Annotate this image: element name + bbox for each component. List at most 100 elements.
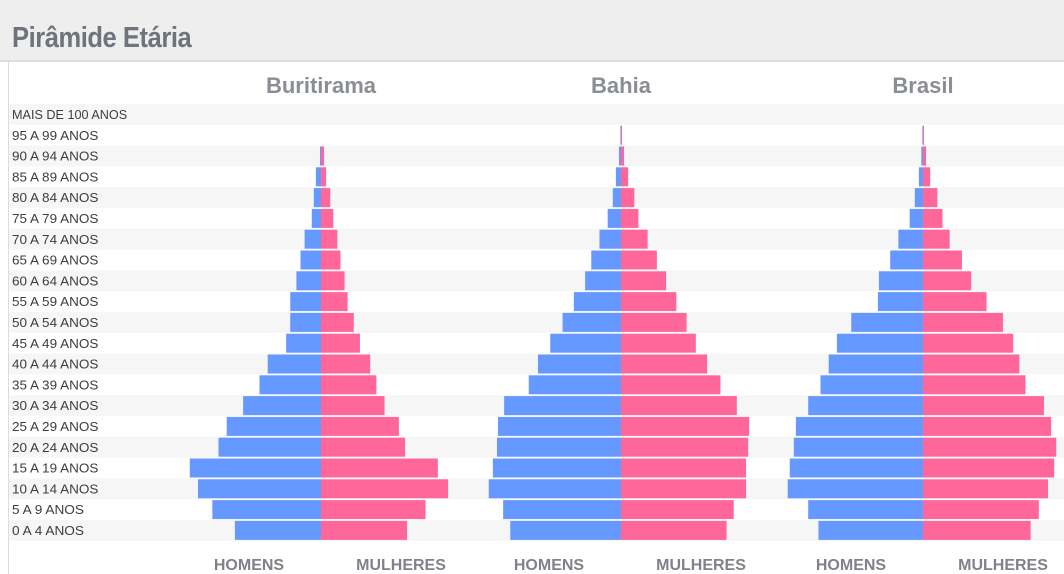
women-bar xyxy=(923,271,972,291)
women-bar xyxy=(621,271,667,291)
women-bar xyxy=(621,188,635,208)
age-group-label: 15 A 19 ANOS xyxy=(12,462,98,476)
men-axis-label: HOMENS xyxy=(514,557,585,574)
men-bar xyxy=(585,271,621,291)
women-bar xyxy=(321,333,360,353)
men-bar xyxy=(319,146,321,166)
age-group-label: 70 A 74 ANOS xyxy=(12,233,98,247)
men-bar xyxy=(528,375,621,395)
women-bar xyxy=(923,250,962,270)
women-bar xyxy=(923,396,1044,416)
men-bar xyxy=(793,437,923,457)
men-bar xyxy=(808,396,923,416)
men-axis-label: HOMENS xyxy=(816,557,887,574)
men-bar xyxy=(243,396,321,416)
women-bar xyxy=(621,396,737,416)
men-bar xyxy=(787,479,923,499)
women-bar xyxy=(621,416,750,436)
men-bar xyxy=(612,188,621,208)
women-bar xyxy=(621,146,625,166)
row-stripe xyxy=(9,228,1064,250)
women-bar xyxy=(923,146,927,166)
age-group-label: 50 A 54 ANOS xyxy=(12,316,98,330)
men-bar xyxy=(890,250,923,270)
region-title-buritirama: Buritirama xyxy=(266,73,377,98)
age-group-label: 65 A 69 ANOS xyxy=(12,254,98,268)
women-bar xyxy=(321,208,334,228)
women-bar xyxy=(923,333,1014,353)
men-bar xyxy=(573,292,621,312)
women-bar xyxy=(321,188,331,208)
men-bar xyxy=(226,416,321,436)
men-bar xyxy=(599,229,621,249)
women-bar xyxy=(923,416,1052,436)
women-bar xyxy=(621,312,687,332)
women-bar xyxy=(621,437,749,457)
women-bar xyxy=(621,458,747,478)
chart-panel: MAIS DE 100 ANOS 95 A 99 ANOS 90 A 94 ANOS… xyxy=(8,62,1064,574)
men-bar xyxy=(290,292,321,312)
men-bar xyxy=(496,437,621,457)
women-bar xyxy=(321,437,406,457)
women-bar xyxy=(923,229,950,249)
age-group-label: 90 A 94 ANOS xyxy=(12,150,98,164)
women-bar xyxy=(621,208,639,228)
women-bar xyxy=(621,354,708,374)
age-group-label: 85 A 89 ANOS xyxy=(12,170,98,184)
region-title-brasil: Brasil xyxy=(892,73,953,98)
women-bar xyxy=(621,520,727,540)
women-bar xyxy=(621,125,623,145)
men-bar xyxy=(498,416,621,436)
women-bar xyxy=(923,125,925,145)
women-bar xyxy=(621,333,696,353)
women-axis-label: MULHERES xyxy=(958,557,1048,574)
age-group-label: 30 A 34 ANOS xyxy=(12,399,98,413)
women-axis-label: MULHERES xyxy=(356,557,446,574)
women-bar xyxy=(923,500,1039,520)
men-bar xyxy=(921,146,923,166)
women-bar xyxy=(321,271,345,291)
women-bar xyxy=(321,479,449,499)
men-bar xyxy=(537,354,621,374)
women-bar xyxy=(321,416,399,436)
men-bar xyxy=(503,500,621,520)
row-stripe xyxy=(9,312,1064,333)
men-bar xyxy=(818,520,923,540)
men-bar xyxy=(922,125,923,145)
men-bar xyxy=(550,333,621,353)
women-bar xyxy=(923,520,1031,540)
women-bar xyxy=(321,500,426,520)
age-group-label: 10 A 14 ANOS xyxy=(12,482,98,496)
women-bar xyxy=(923,188,938,208)
age-group-label: 95 A 99 ANOS xyxy=(12,129,98,143)
women-bar xyxy=(621,375,721,395)
men-bar xyxy=(234,520,321,540)
age-group-label: MAIS DE 100 ANOS xyxy=(12,108,127,122)
women-bar xyxy=(923,479,1049,499)
men-bar xyxy=(789,458,923,478)
women-bar xyxy=(923,208,943,228)
age-group-label: 75 A 79 ANOS xyxy=(12,212,98,226)
women-bar xyxy=(321,146,325,166)
women-bar xyxy=(321,250,341,270)
men-bar xyxy=(267,354,321,374)
men-bar xyxy=(878,271,923,291)
women-bar xyxy=(923,375,1026,395)
women-bar xyxy=(321,354,371,374)
men-bar xyxy=(620,125,621,145)
age-group-label: 35 A 39 ANOS xyxy=(12,378,98,392)
women-bar xyxy=(321,396,385,416)
men-bar xyxy=(877,292,923,312)
population-pyramid-chart: MAIS DE 100 ANOS 95 A 99 ANOS 90 A 94 ANOS… xyxy=(9,73,1064,574)
page-title: Pirâmide Etária xyxy=(12,22,192,54)
age-group-label: 0 A 4 ANOS xyxy=(12,524,84,538)
men-bar xyxy=(286,333,321,353)
women-bar xyxy=(923,437,1057,457)
men-bar xyxy=(618,146,621,166)
men-bar xyxy=(808,500,923,520)
age-group-label: 25 A 29 ANOS xyxy=(12,420,98,434)
men-bar xyxy=(615,167,621,187)
women-bar xyxy=(321,520,408,540)
men-bar xyxy=(914,188,923,208)
men-bar xyxy=(300,250,321,270)
